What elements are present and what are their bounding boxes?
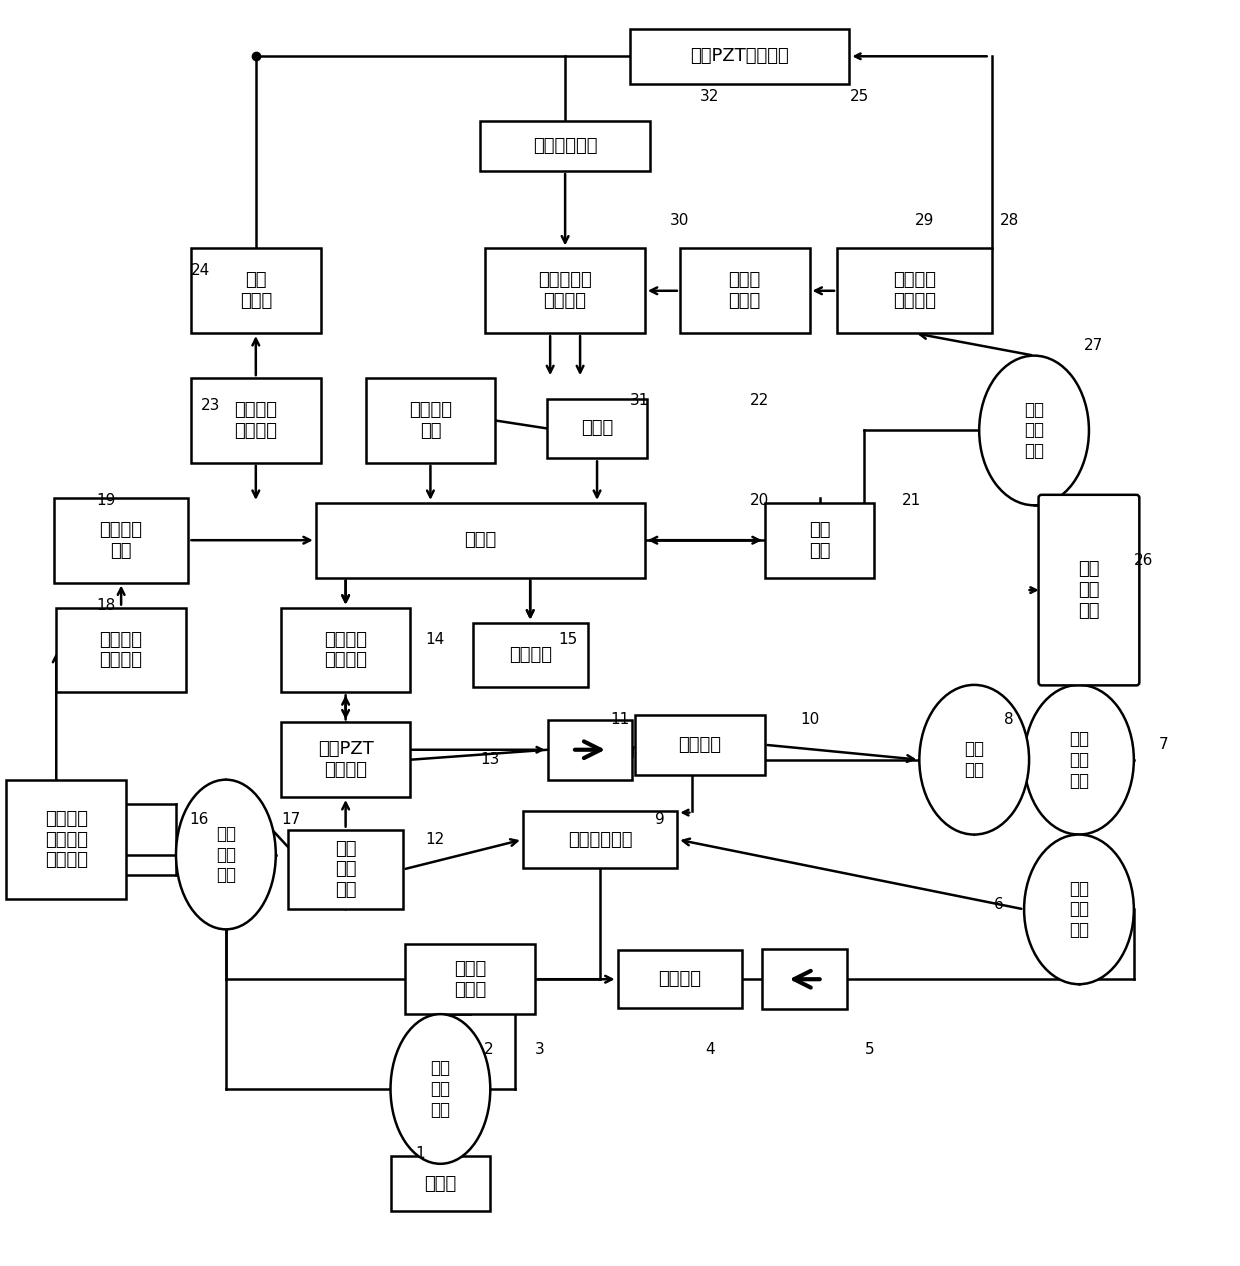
Text: 13: 13	[481, 752, 500, 767]
Text: 1: 1	[415, 1146, 425, 1161]
Text: 第一数模
转换电路: 第一数模 转换电路	[324, 630, 367, 670]
Text: 第二数模
转换电路: 第二数模 转换电路	[234, 401, 278, 439]
Text: 可控
频率源: 可控 频率源	[239, 271, 272, 310]
Text: 10: 10	[800, 713, 820, 727]
FancyBboxPatch shape	[618, 951, 743, 1008]
FancyBboxPatch shape	[191, 379, 321, 463]
Text: 15: 15	[558, 633, 578, 647]
Text: 31: 31	[630, 392, 650, 408]
Ellipse shape	[1024, 685, 1133, 834]
FancyBboxPatch shape	[837, 248, 992, 333]
Text: 第一PZT
驱动电路: 第一PZT 驱动电路	[317, 741, 373, 779]
Text: 22: 22	[750, 392, 769, 408]
FancyBboxPatch shape	[316, 503, 645, 577]
Text: 16: 16	[190, 812, 208, 827]
Text: 耦第
合四
器光: 耦第 合四 器光	[1069, 730, 1089, 790]
Text: 耦第
合二
器光: 耦第 合二 器光	[216, 824, 236, 885]
FancyBboxPatch shape	[523, 810, 677, 868]
Text: 25: 25	[849, 89, 869, 104]
Text: 基准电压电路: 基准电压电路	[533, 137, 598, 156]
FancyBboxPatch shape	[630, 29, 849, 84]
Text: 12: 12	[425, 832, 445, 847]
Text: 电第
陶一
瓷压: 电第 陶一 瓷压	[335, 839, 356, 899]
FancyBboxPatch shape	[765, 503, 874, 577]
Text: 24: 24	[191, 263, 211, 279]
Text: 显示屏: 显示屏	[580, 419, 613, 438]
Ellipse shape	[980, 356, 1089, 505]
Text: 21: 21	[901, 492, 921, 508]
Text: 11: 11	[610, 713, 630, 727]
Text: 光滤波器: 光滤波器	[678, 736, 722, 753]
FancyBboxPatch shape	[391, 1156, 490, 1212]
FancyBboxPatch shape	[1039, 495, 1140, 685]
Text: 相位比较
电路: 相位比较 电路	[409, 401, 451, 439]
Text: 泵浦源: 泵浦源	[424, 1175, 456, 1193]
FancyBboxPatch shape	[548, 720, 632, 780]
FancyBboxPatch shape	[480, 122, 650, 171]
FancyBboxPatch shape	[763, 950, 847, 1009]
Text: 无水乙醇
填充光子
晶体光纤: 无水乙醇 填充光子 晶体光纤	[45, 810, 88, 870]
Text: 17: 17	[281, 812, 300, 827]
Ellipse shape	[176, 780, 275, 929]
FancyBboxPatch shape	[680, 248, 810, 333]
FancyBboxPatch shape	[472, 623, 588, 687]
FancyBboxPatch shape	[191, 248, 321, 333]
Text: 6: 6	[994, 896, 1004, 912]
Text: 光环
行器: 光环 行器	[965, 741, 985, 779]
FancyBboxPatch shape	[485, 248, 645, 333]
FancyBboxPatch shape	[280, 723, 410, 798]
FancyBboxPatch shape	[366, 379, 495, 463]
Text: 输入按键: 输入按键	[508, 646, 552, 663]
Text: 2: 2	[484, 1042, 494, 1057]
Text: 第二PZT驱动电路: 第二PZT驱动电路	[691, 47, 789, 66]
Text: 18: 18	[97, 598, 115, 613]
FancyBboxPatch shape	[547, 399, 647, 458]
Text: 布拉格光栅组: 布拉格光栅组	[568, 830, 632, 848]
Ellipse shape	[919, 685, 1029, 834]
Text: 20: 20	[750, 492, 769, 508]
Text: 7: 7	[1159, 737, 1168, 752]
Text: 耦第
合五
器光: 耦第 合五 器光	[1024, 400, 1044, 461]
Text: 光波分
复用器: 光波分 复用器	[454, 960, 486, 999]
FancyBboxPatch shape	[6, 780, 126, 899]
Text: 28: 28	[999, 214, 1019, 228]
Text: 30: 30	[670, 214, 689, 228]
Text: 23: 23	[201, 398, 221, 413]
Text: 9: 9	[655, 812, 665, 827]
Text: 29: 29	[915, 214, 934, 228]
Text: 耦第
合三
器光: 耦第 合三 器光	[1069, 880, 1089, 939]
Text: 8: 8	[1004, 713, 1014, 727]
Text: 串口
通信: 串口 通信	[808, 520, 831, 560]
Text: 电第
陶二
瓷压: 电第 陶二 瓷压	[1079, 561, 1100, 620]
Text: 单片机: 单片机	[464, 532, 496, 549]
Text: 掺铒光纤: 掺铒光纤	[658, 970, 702, 989]
Text: 模数转换
电路: 模数转换 电路	[99, 520, 143, 560]
Text: 第二光电
转换电路: 第二光电 转换电路	[893, 271, 936, 310]
Text: 第一光电
转换电路: 第一光电 转换电路	[99, 630, 143, 670]
Text: 19: 19	[97, 492, 115, 508]
Text: 耦第
合一
器光: 耦第 合一 器光	[430, 1060, 450, 1119]
Text: 26: 26	[1135, 553, 1153, 567]
Text: 3: 3	[536, 1042, 546, 1057]
Ellipse shape	[1024, 834, 1133, 984]
FancyBboxPatch shape	[635, 715, 765, 775]
FancyBboxPatch shape	[288, 829, 403, 909]
Text: 14: 14	[425, 633, 445, 647]
FancyBboxPatch shape	[405, 944, 536, 1014]
Text: 4: 4	[706, 1042, 714, 1057]
Ellipse shape	[391, 1014, 490, 1163]
Text: 5: 5	[864, 1042, 874, 1057]
Text: 27: 27	[1084, 338, 1104, 353]
FancyBboxPatch shape	[280, 608, 410, 693]
Text: 函数变
换电路: 函数变 换电路	[729, 271, 761, 310]
Text: 32: 32	[701, 89, 719, 104]
Text: 自适应幅度
归一电路: 自适应幅度 归一电路	[538, 271, 591, 310]
FancyBboxPatch shape	[53, 498, 188, 582]
FancyBboxPatch shape	[56, 608, 186, 693]
